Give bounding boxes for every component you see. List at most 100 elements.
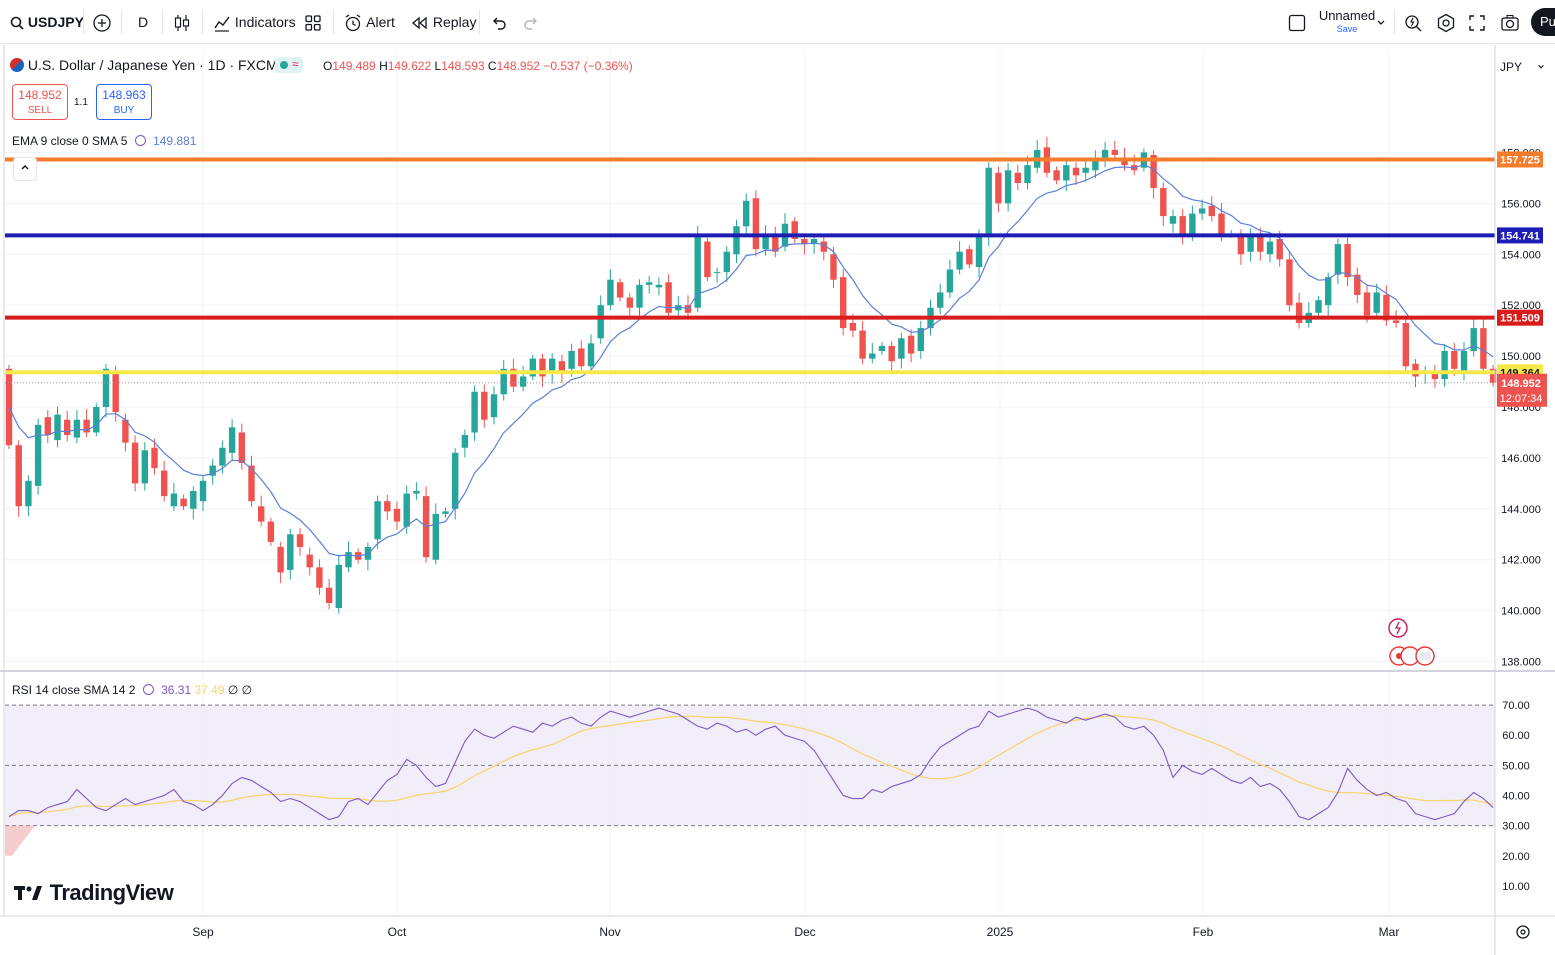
candle-body [481, 391, 488, 420]
rsi-tick-label: 30.00 [1502, 821, 1530, 833]
chart-type-button[interactable] [173, 9, 191, 35]
ema-label: EMA 9 close 0 SMA 5 [12, 134, 128, 148]
rsi-tick-label: 50.00 [1502, 760, 1530, 772]
chart-canvas[interactable]: 138.000140.000142.000144.000146.000148.0… [0, 45, 1555, 955]
time-axis[interactable]: Sep Oct Nov Dec 2025 Feb Mar [192, 925, 1399, 939]
candle-body [1480, 328, 1487, 369]
indicators-button[interactable]: Indicators [213, 9, 296, 35]
axis-settings-button[interactable] [1516, 925, 1530, 939]
price-axis[interactable]: 138.000140.000142.000144.000146.000148.0… [1501, 147, 1541, 893]
candle-body [161, 470, 168, 497]
symbol-search[interactable]: USDJPY [10, 9, 84, 35]
candle-body [199, 480, 207, 502]
ema-legend[interactable]: EMA 9 close 0 SMA 5 149.881 [12, 134, 196, 148]
candle-body [587, 343, 595, 367]
quick-search-button[interactable] [1403, 9, 1423, 35]
interval-button[interactable]: D [138, 14, 149, 30]
divider [121, 10, 122, 34]
search-icon [10, 16, 24, 30]
candle-body [1179, 216, 1186, 237]
candle-body [1004, 170, 1012, 204]
search-lightning-icon [1405, 15, 1422, 32]
publish-button[interactable]: Pu [1531, 8, 1555, 36]
candle-body [1092, 157, 1099, 171]
legend-toggles[interactable]: ≈ [275, 57, 303, 73]
chevron-down-icon [1377, 20, 1385, 26]
candle-body [102, 368, 110, 407]
candle-body [1325, 277, 1332, 306]
candle-body [316, 567, 323, 588]
layout-menu-button[interactable] [1376, 9, 1386, 35]
candle-body [1063, 165, 1070, 181]
alert-button[interactable]: Alert [343, 9, 395, 35]
candle-body [713, 272, 721, 274]
candle-body [1373, 292, 1380, 313]
candle-body [54, 414, 61, 441]
templates-button[interactable] [304, 9, 322, 35]
time-tick-label: Sep [192, 925, 214, 939]
replay-button[interactable]: Replay [411, 9, 476, 35]
compare-symbol-button[interactable] [92, 9, 112, 35]
horizontal-lines[interactable] [5, 157, 1495, 375]
candle-body [1431, 371, 1439, 379]
event-markers[interactable] [1388, 618, 1435, 666]
price-badge-label: 154.741 [1500, 230, 1540, 242]
candle-body [393, 508, 401, 522]
change-value: −0.537 (−0.36%) [543, 59, 633, 73]
candle-body [413, 491, 420, 494]
candle-body [122, 419, 129, 443]
gear-icon [1516, 925, 1530, 939]
market-status-icon[interactable]: ≈ [275, 57, 303, 73]
candle-body [1451, 351, 1458, 369]
candle-body [1101, 149, 1109, 161]
gear-center [1520, 929, 1526, 935]
candles-icon [174, 15, 190, 32]
divider [83, 10, 84, 34]
redo-button[interactable] [522, 9, 540, 35]
price-tick-label: 146.000 [1501, 453, 1541, 465]
rsi-legend[interactable]: RSI 14 close SMA 14 2 36.31 37.49 ∅ ∅ [12, 683, 252, 697]
time-tick-label: Mar [1379, 925, 1400, 939]
chevron-down-icon [1538, 65, 1544, 69]
redo-icon [524, 17, 537, 30]
layout-name-button[interactable]: Unnamed Save [1317, 8, 1377, 35]
candle-body [238, 432, 245, 463]
candle-body [190, 491, 197, 509]
ohlc-legend: O149.489 H149.622 L148.593 C148.952 −0.5… [323, 59, 633, 73]
candle-body [452, 452, 459, 509]
fullscreen-button[interactable] [1468, 9, 1486, 35]
rewind-icon [411, 16, 427, 30]
layout-checkbox[interactable] [1288, 9, 1306, 35]
sell-button[interactable]: 148.952 SELL [12, 84, 68, 120]
rsi-oversold-fill [5, 825, 35, 856]
settings-button[interactable] [1436, 9, 1456, 35]
candle-body [219, 447, 226, 466]
candle-body [490, 394, 498, 418]
rsi-line [8, 707, 1494, 821]
candle-body [325, 587, 333, 603]
buy-button[interactable]: 148.963 BUY [96, 84, 152, 120]
candle-body [209, 465, 216, 476]
snapshot-button[interactable] [1500, 9, 1520, 35]
candle-body [112, 371, 119, 413]
grid-icon [305, 15, 321, 31]
candle-body [131, 442, 139, 484]
candle-body [1334, 244, 1342, 275]
indicators-icon [214, 16, 230, 32]
candle-body [1160, 188, 1167, 217]
collapse-legend-button[interactable] [13, 157, 37, 181]
undo-button[interactable] [490, 9, 508, 35]
candle-body [810, 239, 818, 245]
last-price-badge [1497, 373, 1547, 407]
candle-body [1470, 328, 1477, 351]
indicators-label: Indicators [234, 14, 296, 30]
rsi-tick-label: 20.00 [1502, 851, 1530, 863]
candle-body [25, 480, 32, 507]
tradingview-logo[interactable]: TradingView [14, 880, 174, 906]
currency-selector[interactable]: JPY [1500, 58, 1546, 76]
candle-body [772, 236, 779, 252]
candle-body [442, 511, 449, 514]
pane-frame [0, 45, 1555, 955]
time-tick-label: Dec [794, 925, 815, 939]
price-badge [1497, 151, 1543, 168]
